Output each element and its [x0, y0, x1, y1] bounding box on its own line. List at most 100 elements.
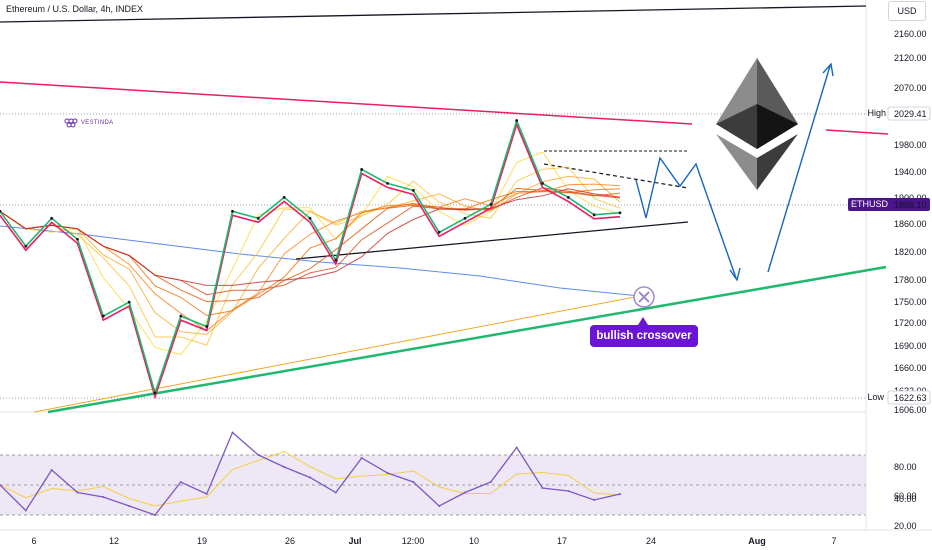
currency-button[interactable]: USD: [888, 1, 926, 21]
ribbon-ma-line: [0, 175, 621, 335]
crossover-marker-icon: [633, 286, 655, 308]
current-price-tag: [888, 198, 930, 211]
high-price-tag: [887, 106, 931, 121]
price-point: [153, 391, 157, 395]
rsi-point: [412, 481, 415, 483]
price-point: [0, 209, 2, 213]
forecast-path-up: [767, 65, 831, 273]
price-tick-label: 1622.63: [894, 393, 927, 403]
orange-ma-line: [33, 295, 641, 413]
forecast-arrow-down: [729, 267, 741, 282]
time-axis: 6 12 19 26 Jul 12:00 10 17 24 Aug 7: [31, 536, 836, 546]
time-tick-label: 12: [109, 536, 119, 546]
rsi-point: [619, 493, 621, 495]
resistance-line: [0, 81, 693, 125]
rsi-point: [489, 481, 492, 483]
price-tick-label: 1750.00: [894, 297, 927, 307]
flag-slope-dashed: [543, 163, 689, 189]
price-point: [282, 195, 286, 199]
rsi-tick-label: 20.00: [894, 521, 917, 531]
price-point: [179, 314, 183, 318]
rsi-point: [128, 505, 131, 507]
rsi-point: [386, 472, 389, 474]
price-point: [101, 314, 105, 318]
price-point: [515, 119, 519, 122]
forecast-path-down: [635, 156, 737, 279]
price-point: [463, 216, 467, 220]
time-tick-label: 10: [469, 536, 479, 546]
low-label: Low: [867, 392, 884, 402]
low-price-tag: [887, 390, 931, 405]
rsi-point: [593, 499, 596, 501]
resistance-line-extension: [825, 129, 889, 135]
rsi-series: [0, 431, 621, 516]
price-point: [308, 216, 312, 220]
price-point: [411, 188, 415, 192]
rsi-point: [76, 491, 79, 494]
price-point: [76, 237, 79, 241]
price-tick-label: 2070.00: [894, 83, 927, 93]
price-point: [127, 300, 131, 304]
support-line: [47, 265, 887, 414]
rsi-point: [154, 514, 156, 516]
price-point: [566, 195, 570, 199]
rsi-point: [179, 481, 182, 483]
rsi-ma-line: [0, 450, 621, 507]
price-tick-label: 2029.41: [894, 109, 927, 119]
price-point: [360, 168, 364, 171]
price-low-line: [0, 122, 621, 400]
rsi-tick-label: 60.00: [894, 491, 917, 501]
time-tick-label: 17: [557, 536, 567, 546]
price-tick-label: 1820.00: [894, 247, 927, 257]
high-label: High: [867, 108, 886, 118]
brand-logo-icon: [64, 118, 78, 128]
price-point: [541, 182, 544, 185]
ribbon-ma-line: [0, 188, 621, 286]
rsi-point: [205, 493, 208, 495]
price-tick-label: 1720.00: [894, 318, 927, 328]
bullish-crossover-callout: bullish crossover: [590, 317, 698, 347]
price-tick-label: 1860.00: [894, 219, 927, 229]
time-tick-label: 12:00: [402, 536, 425, 546]
ethereum-logo-icon: [716, 58, 798, 190]
rsi-point: [50, 469, 53, 471]
rsi-point: [515, 446, 518, 449]
rsi-tick-label: 80.00: [894, 462, 917, 472]
time-tick-label: 19: [197, 536, 207, 546]
rsi-point: [567, 490, 570, 492]
brand-name: VESTINDA: [81, 120, 114, 126]
rsi-tick-label: 40.00: [894, 494, 917, 504]
price-point: [489, 202, 493, 206]
time-tick-label: 24: [646, 536, 656, 546]
price-tick-label: 1780.00: [894, 275, 927, 285]
ribbon-ma-line: [0, 151, 621, 356]
rsi-point: [102, 496, 105, 498]
rsi-point: [24, 509, 27, 512]
price-point: [334, 258, 338, 262]
rsi-point: [309, 476, 311, 479]
price-point: [256, 216, 260, 220]
price-tick-label: 1606.00: [894, 405, 927, 415]
rsi-point: [541, 487, 544, 489]
price-tick-label: 1980.00: [894, 140, 927, 150]
price-tick-label: 2120.00: [894, 53, 927, 63]
time-tick-label: 6: [31, 536, 36, 546]
time-tick-label: Jul: [348, 536, 361, 546]
price-point: [437, 230, 441, 234]
price-tick-label: 2160.00: [894, 29, 927, 39]
time-tick-label: 26: [285, 536, 295, 546]
price-point: [386, 182, 389, 185]
price-point: [618, 211, 622, 215]
price-point: [24, 244, 28, 248]
price-point: [592, 213, 596, 217]
price-tick-label: 1690.00: [894, 341, 927, 351]
price-point: [231, 209, 234, 213]
price-tick-label: 1660.00: [894, 363, 927, 373]
brand-watermark: VESTINDA: [64, 118, 113, 128]
ma-ribbon: [0, 151, 621, 356]
rsi-point: [257, 454, 260, 456]
price-point: [50, 216, 54, 220]
time-tick-label: 7: [831, 536, 836, 546]
